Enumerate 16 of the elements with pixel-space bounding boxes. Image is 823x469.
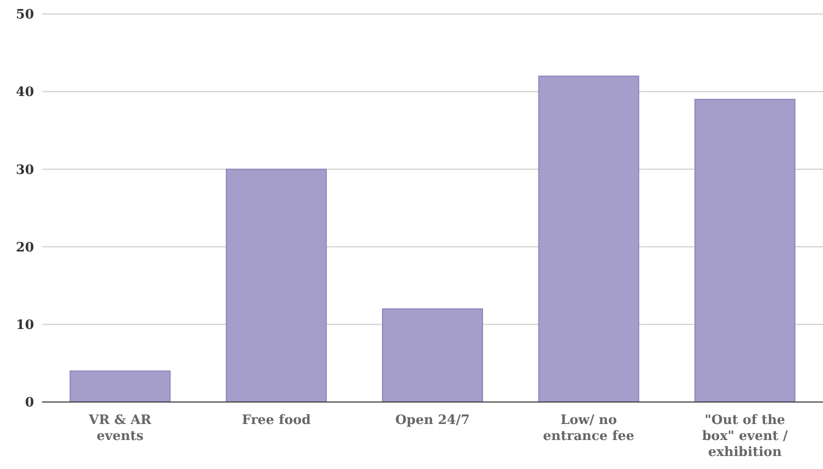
x-tick-label: Low/ no entrance fee	[543, 413, 634, 444]
bar	[694, 98, 796, 402]
y-tick-label: 10	[16, 318, 34, 334]
bar	[538, 76, 640, 402]
y-tick-label: 50	[16, 8, 34, 23]
y-tick-label: 40	[16, 85, 34, 100]
bar	[226, 168, 327, 402]
bar	[70, 370, 171, 402]
x-tick-label: VR & AR events	[88, 413, 152, 444]
y-tick-label: 20	[16, 240, 34, 256]
x-tick-label: "Out of the box" event / exhibition	[702, 413, 788, 460]
bar	[382, 308, 484, 402]
y-tick-label: 0	[24, 396, 34, 411]
x-tick-label: Free food	[242, 413, 311, 428]
y-tick-label: 30	[16, 162, 34, 178]
x-tick-label: Open 24/7	[395, 413, 470, 428]
